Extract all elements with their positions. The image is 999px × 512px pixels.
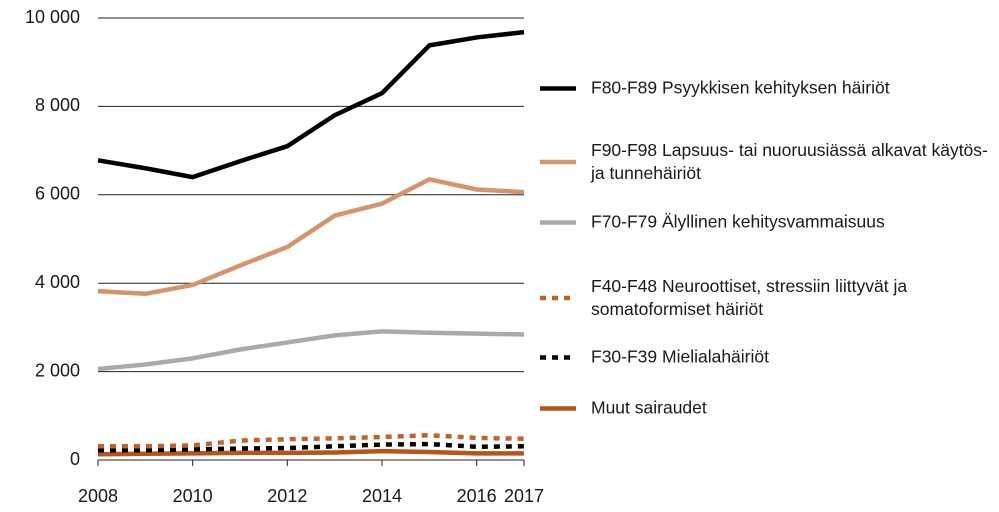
legend-item: F80-F89 Psyykkisen kehityksen häiriöt — [540, 77, 996, 100]
legend-label: F70-F79 Älyllinen kehitysvammaisuus — [591, 211, 885, 232]
y-tick-label: 10 000 — [25, 7, 80, 27]
series-line — [97, 177, 525, 297]
series-line — [97, 448, 524, 457]
legend-label: F30-F39 Mielialahäiriöt — [591, 346, 769, 367]
x-tick-label: 2012 — [267, 486, 307, 506]
legend-swatch — [540, 219, 576, 225]
legend-label: F40-F48 Neuroottiset, stressiin liittyvä… — [591, 276, 908, 319]
legend-item: F30-F39 Mielialahäiriöt — [540, 346, 996, 369]
x-tick-label: 2017 — [504, 486, 544, 506]
legend-item: Muut sairaudet — [540, 397, 996, 420]
legend-swatch — [540, 159, 576, 165]
y-tick-label: 4 000 — [35, 272, 80, 292]
legend-item: F90-F98 Lapsuus- tai nuoruusiässä alkava… — [540, 139, 996, 185]
x-tick-label: 2014 — [362, 486, 402, 506]
x-tick-label: 2016 — [457, 486, 497, 506]
y-tick-label: 0 — [70, 449, 80, 469]
legend-swatch — [540, 295, 576, 301]
y-tick-label: 2 000 — [35, 360, 80, 380]
legend-swatch — [540, 85, 576, 91]
legend-swatch — [540, 405, 576, 411]
legend-label: F90-F98 Lapsuus- tai nuoruusiässä alkava… — [591, 140, 988, 183]
legend-item: F70-F79 Älyllinen kehitysvammaisuus — [540, 211, 996, 234]
legend-swatch — [540, 354, 576, 360]
y-tick-label: 6 000 — [35, 184, 80, 204]
legend-label: Muut sairaudet — [591, 397, 707, 418]
series-line — [97, 329, 525, 372]
legend-item: F40-F48 Neuroottiset, stressiin liittyvä… — [540, 275, 996, 321]
x-tick-label: 2008 — [78, 486, 118, 506]
x-tick-label: 2010 — [173, 486, 213, 506]
series-line — [97, 29, 525, 180]
y-tick-label: 8 000 — [35, 95, 80, 115]
legend-label: F80-F89 Psyykkisen kehityksen häiriöt — [591, 77, 890, 98]
